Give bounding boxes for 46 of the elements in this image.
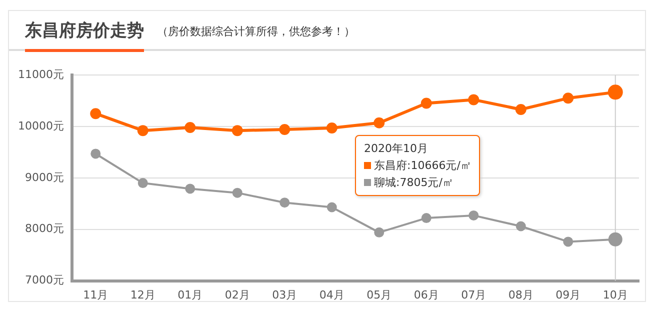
y-tick-label: 10000元 (18, 119, 64, 132)
x-tick-label: 02月 (224, 288, 250, 302)
chart-subtitle: （房价数据综合计算所得，供您参考！） (157, 24, 355, 39)
point (90, 108, 102, 120)
x-tick-label: 07月 (461, 288, 486, 302)
point (421, 213, 432, 224)
x-tick-label: 08月 (508, 288, 534, 302)
point (326, 202, 337, 212)
y-tick-label: 7000元 (24, 274, 64, 287)
point (515, 104, 526, 115)
point (420, 98, 432, 109)
annotation: :7805元/㎡ (396, 176, 454, 189)
legend-label: 聊城 (374, 176, 396, 189)
point (279, 124, 290, 136)
point (184, 122, 196, 133)
point (90, 148, 101, 159)
point (138, 178, 148, 188)
y-tick-label: 9000元 (24, 170, 64, 184)
y-tick-label: 11000元 (18, 68, 64, 81)
point (563, 236, 574, 247)
point (185, 184, 196, 194)
point (232, 125, 243, 136)
point (516, 221, 526, 232)
x-tick-label: 06月 (414, 288, 439, 302)
x-tick-label: 01月 (178, 288, 203, 302)
point (374, 117, 385, 128)
x-tick-label: 04月 (319, 288, 344, 302)
point (280, 198, 290, 208)
y-tick-label: 8000元 (24, 222, 64, 236)
point (468, 94, 480, 106)
legend-label: 东昌府 (374, 159, 407, 172)
point (562, 92, 574, 104)
chart-title: 东昌府房价走势 (25, 19, 144, 52)
x-tick-label: 05月 (366, 288, 392, 302)
point (137, 125, 148, 136)
point (232, 188, 242, 198)
x-tick-label: 10月 (602, 288, 628, 302)
x-tick-label: 03月 (272, 288, 298, 302)
x-tick-label: 12月 (130, 288, 156, 302)
point (374, 227, 384, 238)
point (326, 122, 338, 134)
annotation: :10666元/㎡ (407, 159, 472, 172)
x-tick-label: 11月 (83, 288, 108, 302)
point (468, 210, 479, 220)
annotation: 2020年10月 (364, 141, 429, 157)
x-tick-label: 09月 (556, 288, 581, 302)
